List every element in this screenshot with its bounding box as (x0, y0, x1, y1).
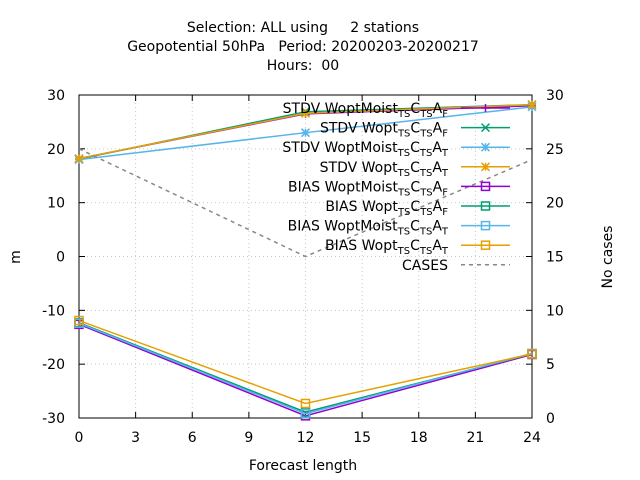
title-line-1: Selection: ALL using 2 stations (187, 20, 419, 36)
legend-marker-2 (480, 142, 491, 152)
x-tick-label-8: 24 (523, 430, 541, 446)
series-7-point-0 (74, 315, 84, 326)
legend-marker-5 (480, 201, 491, 211)
title-line-3: Hours: 00 (267, 58, 339, 74)
y-tick-label-2: -10 (42, 303, 65, 319)
y2-axis-label: No cases (600, 226, 616, 289)
legend-label-7: BIAS WoptTSCTSAT (325, 238, 449, 257)
legend-marker-3-d2 (480, 162, 491, 172)
y-tick-label-4: 10 (47, 196, 65, 212)
legend-marker-6-sq (480, 220, 491, 231)
y2-tick-label-4: 20 (546, 196, 564, 212)
x-tick-label-1: 3 (131, 430, 140, 446)
series-3-point-2 (527, 100, 537, 110)
y-tick-label-3: 0 (56, 250, 65, 266)
series-group (74, 100, 537, 421)
chart-title: Selection: ALL using 2 stations Geopoten… (127, 20, 479, 74)
y-axis-label: m (8, 250, 24, 264)
x-tick-label-0: 0 (75, 430, 84, 446)
legend-marker-7-sq (480, 240, 491, 250)
legend-label-0: STDV WoptMoistTSCTSAF (283, 101, 449, 120)
legend-label-5: BIAS WoptTSCTSAF (325, 199, 448, 218)
legend-marker-0 (481, 104, 490, 112)
x-tick-label-3: 9 (244, 430, 253, 446)
legend-marker-1 (480, 123, 491, 133)
series-3-point-0-d2 (74, 153, 84, 164)
legend-marker-7 (480, 240, 491, 250)
legend-label-4: BIAS WoptMoistTSCTSAF (288, 179, 448, 198)
ticks: 0 3 6 9 12 15 18 21 24 -30 -20 -10 0 10 20 30 0 5 10 15 20 25… (42, 88, 564, 446)
y2-tick-label-5: 25 (546, 142, 564, 158)
legend-marker-6 (480, 220, 491, 231)
y2-tick-label-1: 5 (546, 357, 555, 373)
series-2-point-1 (300, 128, 311, 138)
series-6-point-1 (300, 408, 311, 419)
series-3-point-1-d2 (300, 108, 311, 118)
y-tick-label-5: 20 (47, 142, 65, 158)
series-line-7 (78, 319, 533, 405)
legend-marker-1-d2 (480, 123, 491, 133)
legend-marker-4-sq (480, 181, 491, 192)
y2-tick-label-3: 15 (546, 250, 564, 266)
series-line-4 (78, 323, 533, 417)
x-tick-label-5: 15 (353, 430, 371, 446)
legend-marker-4 (480, 181, 491, 192)
series-7-point-1 (300, 398, 311, 409)
series-7-point-2-sq (527, 349, 537, 359)
series-2-point-1-d2 (300, 128, 311, 138)
y2-tick-label-2: 10 (546, 303, 564, 319)
legend-label-6: BIAS WoptMoistTSCTSAT (288, 219, 449, 238)
legend-marker-3 (480, 162, 491, 172)
y2-tick-label-0: 0 (546, 411, 555, 427)
x-tick-label-6: 18 (410, 430, 428, 446)
series-3-point-1 (300, 108, 311, 118)
series-3-point-0 (74, 153, 84, 164)
x-tick-label-7: 21 (466, 430, 484, 446)
series-3-point-2-d2 (527, 100, 537, 110)
series-line-8 (78, 148, 533, 258)
x-axis-label: Forecast length (249, 458, 357, 474)
legend-label-3: STDV WoptTSCTSAT (320, 160, 449, 179)
series-line-6 (78, 322, 533, 415)
series-7-point-2 (527, 349, 537, 359)
legend-marker-5-sq (480, 201, 491, 211)
title-line-2: Geopotential 50hPa Period: 20200203-2020… (127, 39, 479, 55)
y-tick-label-6: 30 (47, 88, 65, 104)
y2-tick-label-6: 30 (546, 88, 564, 104)
series-6-point-1-sq (300, 408, 311, 419)
series-7-point-1-sq (300, 398, 311, 409)
legend-label-1: STDV WoptTSCTSAF (320, 121, 448, 140)
legend-marker-2-d2 (480, 142, 491, 152)
legend-label-8: CASES (402, 258, 448, 274)
y-tick-label-0: -30 (42, 411, 65, 427)
legend-label-2: STDV WoptMoistTSCTSAT (282, 140, 449, 159)
x-tick-label-2: 6 (188, 430, 197, 446)
series-7-point-0-sq (74, 315, 84, 326)
x-tick-label-4: 12 (297, 430, 315, 446)
y-tick-label-1: -20 (42, 357, 65, 373)
